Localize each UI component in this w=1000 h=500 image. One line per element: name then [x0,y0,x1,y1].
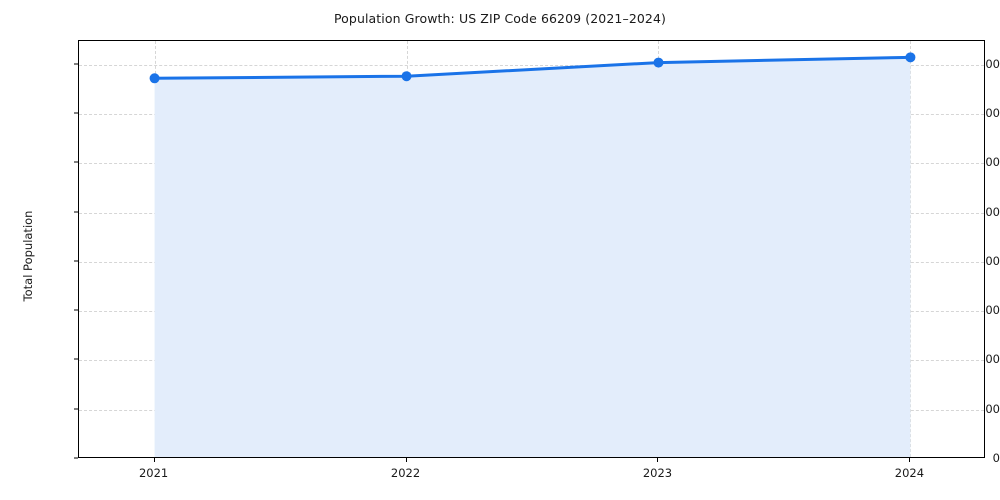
y-axis-tick-mark [74,309,78,311]
y-axis-tick-mark [74,358,78,360]
x-axis-tick-label: 2024 [894,466,925,480]
y-axis-tick-mark [74,211,78,213]
y-axis-tick-mark [74,408,78,410]
y-axis-tick-mark [74,260,78,262]
population-series: 2021: 19308 2022: 19414 2023: 20106 2024: 2… [149,52,916,457]
data-point-marker: 2024: 20372 [905,52,916,63]
x-axis-tick-label: 2023 [642,466,673,480]
x-axis-tick-mark [657,458,659,462]
y-axis-tick-mark [74,457,78,459]
y-axis-tick-label: 0 [992,451,1000,465]
x-axis-tick-label: 2022 [390,466,421,480]
chart-title: Population Growth: US ZIP Code 66209 (20… [333,11,667,26]
y-axis-tick-mark [74,161,78,163]
x-axis-tick-mark [405,458,407,462]
data-point-marker: 2021: 19308 [149,73,160,84]
area-fill [154,57,911,457]
series-line [153,55,912,80]
x-axis-tick-label: 2021 [138,466,169,480]
x-axis-tick-mark [153,458,155,462]
y-axis-label: Total Population [21,210,35,302]
gridline-vertical [910,41,912,457]
y-axis-tick-mark [74,112,78,114]
data-point-marker: 2023: 20106 [653,57,664,68]
y-axis-tick-mark [74,63,78,65]
x-axis-tick-mark [909,458,911,462]
plot-area: 2021: 19308 2022: 19414 2023: 20106 2024: 2… [78,40,985,458]
gridline-horizontal [79,64,984,66]
data-point-marker: 2022: 19414 [401,71,412,82]
